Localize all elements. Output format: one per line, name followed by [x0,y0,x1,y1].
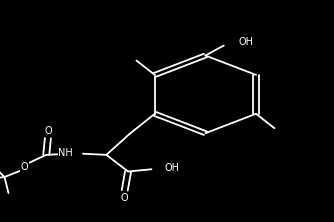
Text: OH: OH [238,37,253,47]
Text: OH: OH [164,163,179,173]
Text: NH: NH [58,148,73,158]
Text: O: O [121,193,129,203]
Text: O: O [21,162,28,172]
Text: O: O [44,126,52,136]
